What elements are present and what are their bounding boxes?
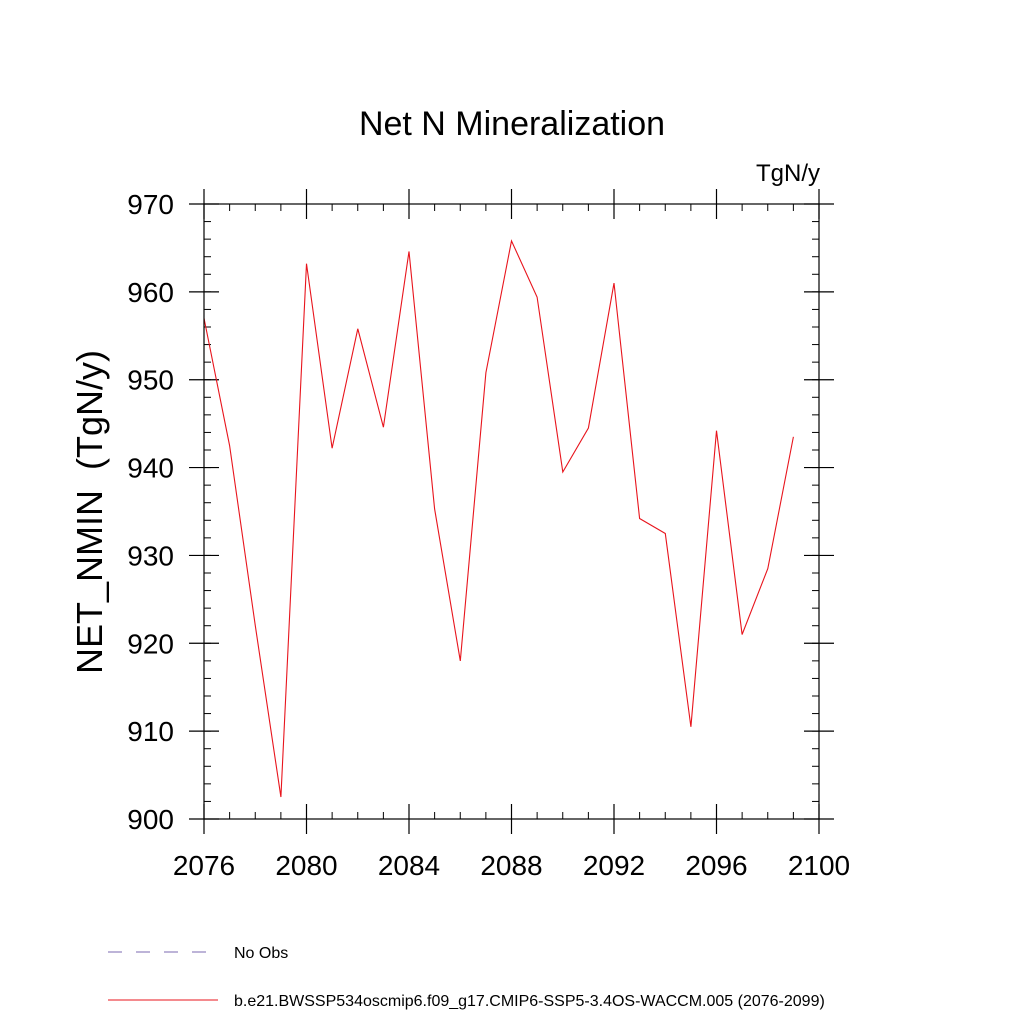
- legend-label: No Obs: [234, 945, 288, 962]
- y-tick-label: 960: [127, 277, 174, 308]
- tick-labels: 2076 2080 2084 2088 2092 2096 2100 900 910 920 930…: [127, 189, 850, 881]
- y-tick-label: 940: [127, 453, 174, 484]
- y-tick-label: 920: [127, 628, 174, 659]
- x-tick-label: 2080: [275, 850, 337, 881]
- x-tick-label: 2092: [583, 850, 645, 881]
- series-layer: [203, 239, 794, 798]
- series-line: [203, 239, 794, 798]
- x-tick-label: 2100: [788, 850, 850, 881]
- x-tick-label: 2076: [173, 850, 235, 881]
- y-tick-label: 950: [127, 365, 174, 396]
- legend-label: b.e21.BWSSP534oscmip6.f09_g17.CMIP6-SSP5…: [234, 993, 825, 1010]
- chart-title: Net N Mineralization: [359, 105, 665, 143]
- y-tick-label: 970: [127, 189, 174, 220]
- x-tick-label: 2096: [685, 850, 747, 881]
- y-tick-label: 910: [127, 716, 174, 747]
- legend: No Obs b.e21.BWSSP534oscmip6.f09_g17.CMIP…: [108, 945, 825, 1010]
- y-tick-label: 900: [127, 804, 174, 835]
- plot-frame: [203, 203, 820, 820]
- x-tick-label: 2088: [480, 850, 542, 881]
- x-tick-label: 2084: [378, 850, 440, 881]
- y-tick-label: 930: [127, 540, 174, 571]
- units-label: TgN/y: [756, 160, 820, 187]
- major-ticks: [189, 189, 834, 834]
- y-axis-label: NET_NMIN (TgN/y): [69, 350, 110, 674]
